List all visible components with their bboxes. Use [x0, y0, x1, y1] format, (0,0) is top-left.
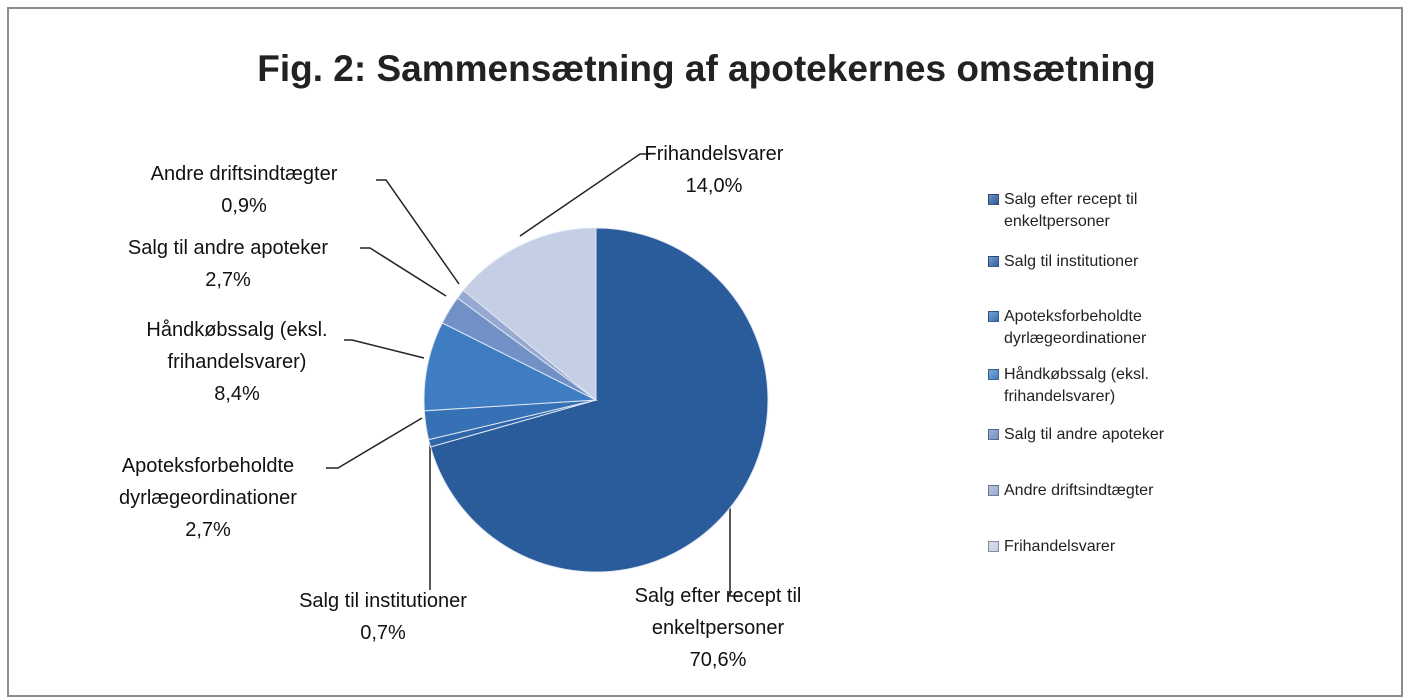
data-label: Salg til institutioner 0,7%	[253, 585, 513, 649]
data-label-value: 8,4%	[214, 383, 260, 405]
data-label-name: Salg til institutioner	[299, 590, 467, 612]
leader-line	[326, 417, 423, 469]
legend-entry: Salg til andre apoteker	[988, 424, 1214, 446]
leader-lines	[326, 153, 742, 597]
data-label: Frihandelsvarer 14,0%	[604, 138, 824, 202]
data-label-name: Apoteksforbeholdte dyrlægeordinationer	[119, 455, 297, 509]
legend-entry: Apoteksforbeholdte dyrlægeordinationer	[988, 306, 1214, 350]
data-label-value: 0,9%	[221, 195, 267, 217]
data-label-value: 2,7%	[185, 519, 231, 541]
leader-line	[376, 179, 460, 285]
legend-swatch	[988, 429, 999, 440]
legend-entry: Frihandelsvarer	[988, 536, 1214, 558]
data-label-name: Salg efter recept til enkeltpersoner	[634, 585, 802, 639]
data-label-value: 0,7%	[360, 622, 406, 644]
data-label: Håndkøbssalg (eksl. frihandelsvarer) 8,4%	[122, 314, 352, 410]
legend-swatch	[988, 194, 999, 205]
chart-title: Fig. 2: Sammensætning af apotekernes oms…	[257, 48, 1156, 89]
data-label-name: Frihandelsvarer	[644, 143, 784, 165]
legend-swatch	[988, 485, 999, 496]
data-label-value: 14,0%	[685, 175, 743, 197]
leader-line	[360, 247, 447, 297]
data-label: Andre driftsindtægter 0,9%	[114, 158, 374, 222]
data-label-value: 70,6%	[689, 649, 747, 671]
legend-entry: Andre driftsindtægter	[988, 480, 1214, 502]
legend-label: Andre driftsindtægter	[1004, 482, 1154, 499]
data-label-name: Andre driftsindtægter	[150, 163, 338, 185]
chart	[326, 153, 769, 597]
legend-entry: Salg til institutioner	[988, 251, 1214, 273]
page: {"chart_data": {"type": "pie", "title": …	[7, 7, 1403, 697]
legend-swatch	[988, 311, 999, 322]
data-label-name: Håndkøbssalg (eksl. frihandelsvarer)	[146, 319, 328, 373]
data-label: Salg til andre apoteker 2,7%	[88, 232, 368, 296]
data-label-name: Salg til andre apoteker	[127, 237, 329, 259]
leader-line	[344, 339, 425, 359]
data-label-value: 2,7%	[205, 269, 251, 291]
legend-label: Salg til andre apoteker	[1004, 426, 1165, 443]
legend-label: Apoteksforbeholdte dyrlægeordinationer	[1004, 308, 1147, 347]
leader-line	[519, 153, 650, 237]
legend-label: Salg til institutioner	[1004, 253, 1139, 270]
pie-slice	[429, 227, 769, 573]
legend-label: Håndkøbssalg (eksl. frihandelsvarer)	[1004, 366, 1149, 405]
legend-swatch	[988, 256, 999, 267]
legend-entry: Håndkøbssalg (eksl. frihandelsvarer)	[988, 364, 1214, 408]
pie-slice	[462, 227, 597, 402]
legend-label: Salg efter recept til enkeltpersoner	[1004, 191, 1138, 230]
data-label: Apoteksforbeholdte dyrlægeordinationer 2,…	[68, 450, 348, 546]
legend-entry: Salg efter recept til enkeltpersoner	[988, 189, 1214, 233]
legend-swatch	[988, 541, 999, 552]
data-label: Salg efter recept til enkeltpersoner 70,6…	[603, 580, 833, 676]
legend-label: Frihandelsvarer	[1004, 538, 1116, 555]
pie-slice	[423, 322, 598, 412]
legend-swatch	[988, 369, 999, 380]
leader-line	[729, 481, 742, 597]
